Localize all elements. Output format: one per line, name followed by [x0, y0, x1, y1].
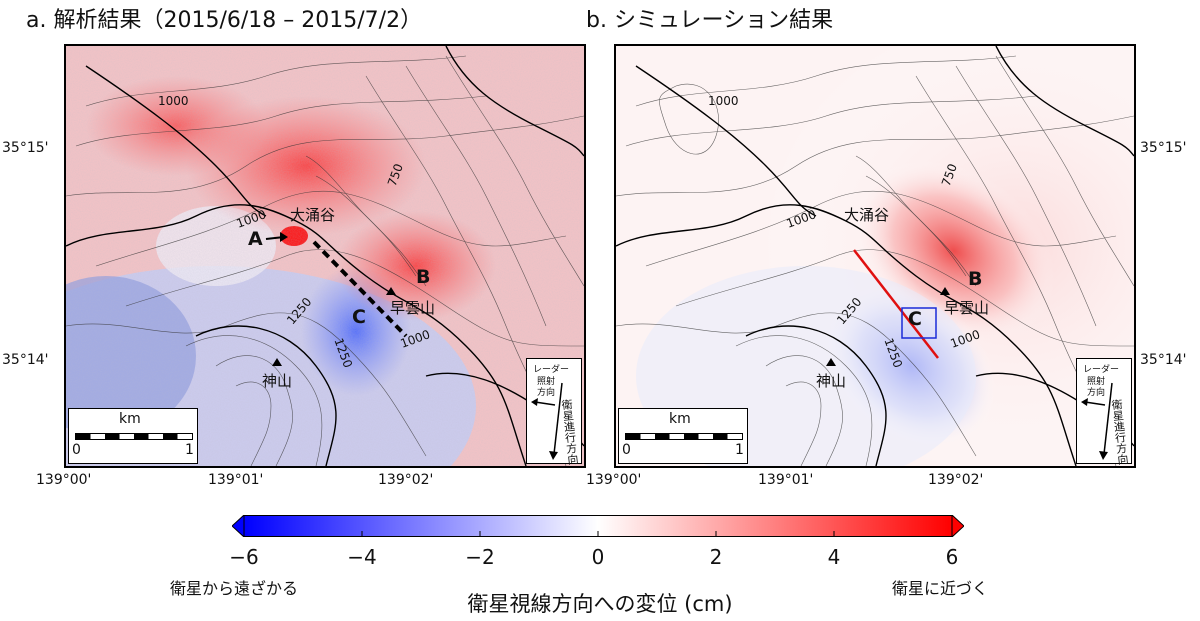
direction-arrows-icon — [531, 382, 563, 460]
lat-tick-label: 35°14' — [1140, 352, 1187, 368]
scale-bar-a: km 0 1 — [68, 408, 198, 464]
scale-bar-graphic — [75, 433, 193, 440]
scale-end: 1 — [735, 442, 744, 458]
place-owakudani: 大涌谷 — [290, 206, 336, 224]
colorbar-tick-label: −6 — [229, 545, 259, 569]
direction-box-b: レーダー 照射 方向 衛星進行方向 — [1076, 358, 1132, 465]
peak-hayakumo-icon — [940, 287, 950, 295]
colorbar-tick-label: −4 — [347, 545, 377, 569]
colorbar — [231, 513, 965, 539]
panel-a-map: 1000 750 1000 1250 1250 1000 大涌谷 早雲山 神山 … — [64, 44, 586, 468]
scale-start: 0 — [622, 442, 631, 458]
panel-b-svg — [616, 46, 1134, 466]
place-kamiyama: 神山 — [816, 372, 847, 390]
lat-tick-label: 35°15' — [2, 140, 49, 156]
contour-label: 1000 — [158, 94, 189, 108]
point-b-label: B — [416, 266, 431, 288]
panel-a-svg — [66, 46, 584, 466]
place-hayakumo: 早雲山 — [944, 299, 990, 317]
radar-label: レーダー — [1083, 365, 1120, 375]
lon-tick-label: 139°00' — [586, 472, 642, 488]
panel-b-map: 1000 750 1000 1250 1250 1000 大涌谷 早雲山 神山 … — [614, 44, 1136, 468]
scale-start: 0 — [72, 442, 81, 458]
contour-label: 1000 — [708, 94, 739, 108]
colorbar-svg — [231, 513, 965, 539]
colorbar-tick-label: 4 — [827, 545, 841, 569]
place-hayakumo: 早雲山 — [390, 299, 436, 317]
scale-unit: km — [669, 411, 691, 427]
colorbar-left-note: 衛星から遠ざかる — [170, 579, 299, 598]
point-b-label: B — [968, 268, 983, 290]
direction-box-a: レーダー 照射 方向 衛星進行方向 — [526, 358, 582, 465]
scale-bar-graphic — [625, 433, 743, 440]
colorbar-tick-label: 2 — [709, 545, 723, 569]
lat-tick-label: 35°15' — [1140, 140, 1187, 156]
model-source-box — [901, 307, 937, 339]
point-c-label: C — [352, 306, 366, 328]
lon-tick-label: 139°00' — [36, 472, 92, 488]
scale-unit: km — [119, 411, 141, 427]
colorbar-right-note: 衛星に近づく — [892, 579, 989, 598]
point-a-label: A — [248, 228, 263, 250]
colorbar-tick-label: 6 — [945, 545, 959, 569]
colorbar-title: 衛星視線方向への変位 (cm) — [467, 592, 733, 616]
colorbar-right-triangle — [951, 513, 965, 539]
contour-lines — [66, 55, 584, 466]
model-fault-line — [853, 249, 939, 359]
peak-hayakumo-icon — [386, 287, 396, 295]
radar-irradiation-label: 照射 — [537, 377, 556, 387]
place-kamiyama: 神山 — [262, 372, 293, 390]
scale-bar-b: km 0 1 — [618, 408, 748, 464]
lon-tick-label: 139°01' — [208, 472, 264, 488]
arrow-head-a — [280, 232, 288, 242]
radar-direction-label: 方向 — [1087, 388, 1106, 398]
colorbar-tick-label: −2 — [465, 545, 495, 569]
lon-tick-label: 139°01' — [758, 472, 814, 488]
colorbar-ticks — [243, 531, 953, 537]
lon-tick-label: 139°02' — [378, 472, 434, 488]
point-c-label: C — [908, 308, 922, 330]
radar-label: レーダー — [533, 365, 570, 375]
lon-tick-label: 139°02' — [928, 472, 984, 488]
radar-irradiation-label: 照射 — [1087, 377, 1106, 387]
scale-end: 1 — [185, 442, 194, 458]
direction-arrows-icon — [1081, 382, 1113, 460]
radar-direction-label: 方向 — [537, 388, 556, 398]
panel-b-title: b. シミュレーション結果 — [586, 8, 834, 33]
colorbar-tick-label: 0 — [591, 545, 605, 569]
peak-kamiyama-icon — [826, 358, 836, 366]
peak-kamiyama-icon — [272, 358, 282, 366]
place-owakudani: 大涌谷 — [844, 206, 890, 224]
panel-a-title: a. 解析結果（2015/6/18 – 2015/7/2） — [26, 8, 423, 33]
contour-lines — [616, 55, 1134, 466]
fault-line-dashed — [312, 240, 408, 338]
colorbar-left-triangle — [231, 513, 245, 539]
lat-tick-label: 35°14' — [2, 352, 49, 368]
